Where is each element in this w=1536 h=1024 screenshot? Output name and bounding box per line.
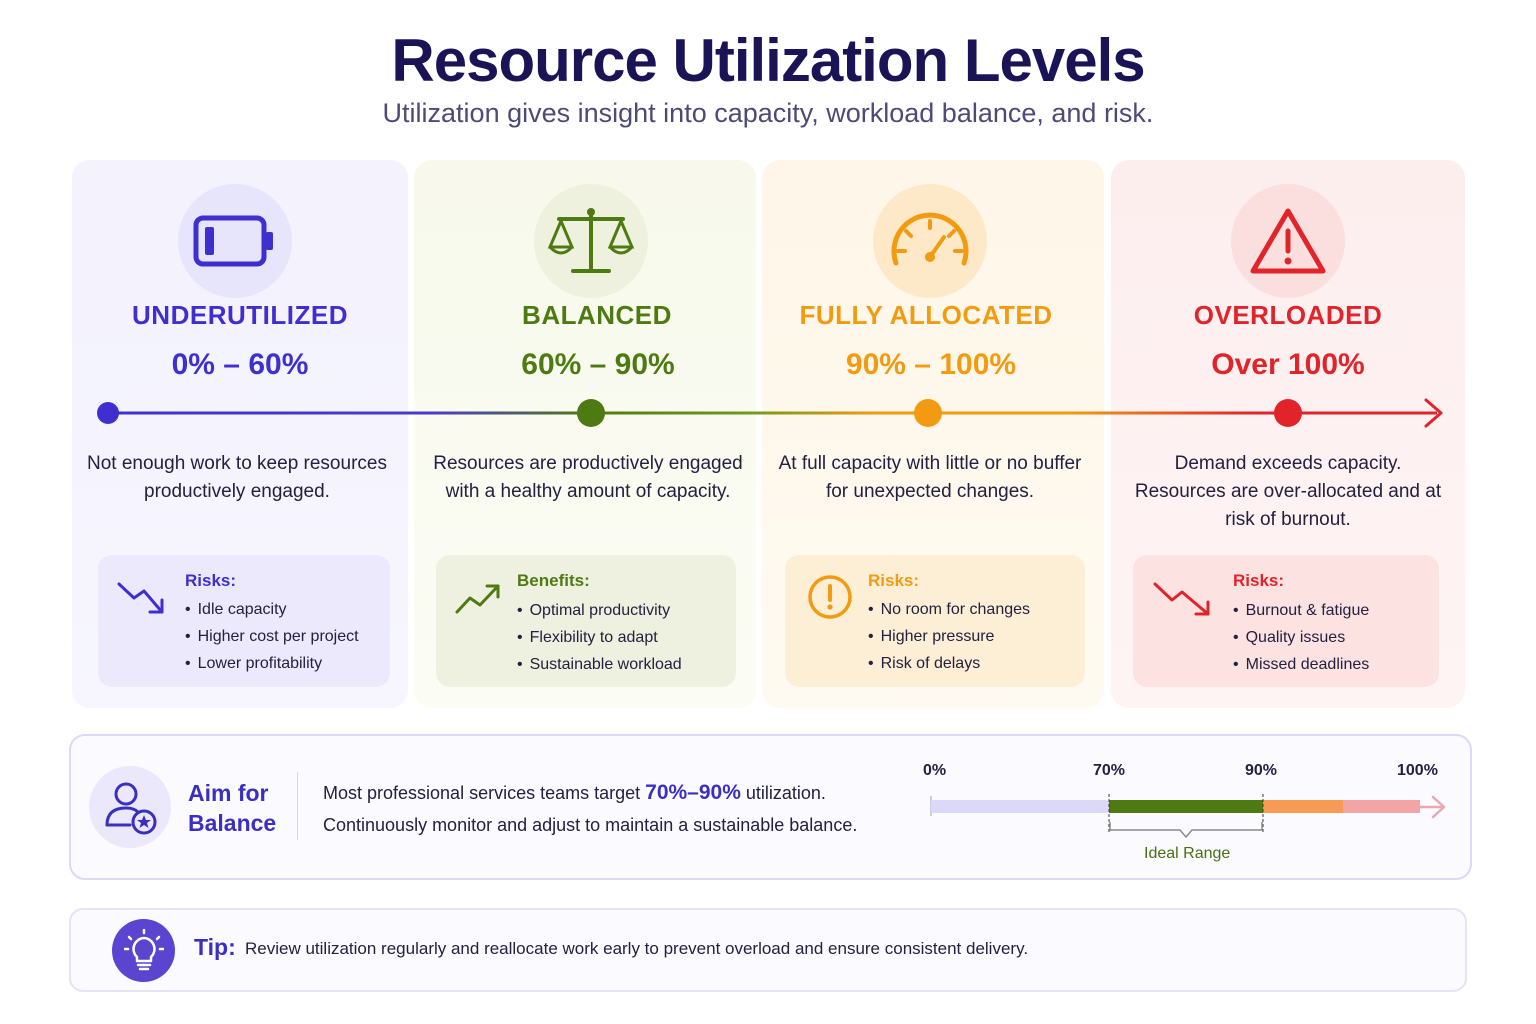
tip-text: Review utilization regularly and realloc…: [245, 939, 1029, 958]
page-subtitle: Utilization gives insight into capacity,…: [382, 98, 1154, 128]
range-segment-ideal: [1109, 800, 1263, 813]
level-range: 0% – 60%: [171, 348, 309, 381]
user-star-icon: [89, 766, 171, 848]
benefit-list: Optimal productivity Flexibility to adap…: [517, 597, 682, 678]
aim-text-line1: Most professional services teams target …: [323, 777, 857, 809]
tip-card: [69, 908, 1467, 992]
level-range: 60% – 90%: [521, 348, 675, 381]
list-item: Burnout & fatigue: [1233, 597, 1370, 624]
trending-up-icon: [454, 578, 504, 623]
range-arrowhead: [1431, 795, 1446, 819]
lightbulb-icon: [112, 919, 175, 982]
list-item: Flexibility to adapt: [517, 624, 682, 651]
list-item: Optimal productivity: [517, 597, 682, 624]
level-description: Demand exceeds capacity. Resources are o…: [1134, 453, 1442, 530]
aim-text-suffix: utilization.: [740, 783, 826, 803]
risk-list: Burnout & fatigue Quality issues Missed …: [1233, 597, 1370, 678]
list-item: Higher cost per project: [185, 623, 359, 650]
box-title: Benefits:: [517, 571, 590, 590]
list-item: Idle capacity: [185, 596, 359, 623]
aim-label-line1: Aim for: [188, 780, 269, 806]
level-description: Not enough work to keep resources produc…: [87, 453, 387, 502]
ideal-range-brace: [1109, 822, 1263, 839]
level-heading: FULLY ALLOCATED: [799, 300, 1053, 330]
ideal-range-label: Ideal Range: [1144, 845, 1231, 862]
aim-text-prefix: Most professional services teams target: [323, 783, 646, 803]
aim-description: Most professional services teams target …: [323, 777, 857, 841]
level-heading: OVERLOADED: [1193, 300, 1383, 330]
box-title: Risks:: [1233, 571, 1285, 590]
battery-low-icon: [178, 184, 292, 298]
scale-label-0: 0%: [923, 762, 947, 779]
risk-list: Idle capacity Higher cost per project Lo…: [185, 596, 359, 677]
level-description: Resources are productively engaged with …: [433, 453, 743, 502]
alert-circle-icon: [806, 573, 854, 626]
level-description: At full capacity with little or no buffe…: [778, 453, 1082, 502]
level-range: Over 100%: [1211, 348, 1365, 381]
trending-down-icon: [1152, 578, 1216, 625]
scale-label-90: 90%: [1245, 762, 1278, 779]
level-range: 90% – 100%: [845, 348, 1017, 381]
box-title: Risks:: [868, 571, 920, 590]
list-item: Missed deadlines: [1233, 651, 1370, 678]
aim-label-line2: Balance: [188, 810, 277, 836]
list-item: Quality issues: [1233, 624, 1369, 651]
aim-label: Aim for Balance: [188, 778, 276, 838]
scale-icon: [534, 184, 648, 298]
scale-label-70: 70%: [1093, 762, 1126, 779]
list-item: Lower profitability: [185, 650, 359, 677]
list-item: Sustainable workload: [517, 651, 682, 678]
level-heading: BALANCED: [522, 300, 672, 330]
level-heading: UNDERUTILIZED: [132, 300, 348, 330]
risk-list: No room for changes Higher pressure Risk…: [868, 596, 1030, 677]
range-segment-full: [1263, 800, 1343, 813]
scale-label-100: 100%: [1397, 762, 1438, 779]
range-segment-under: [931, 800, 1109, 813]
aim-text-line2: Continuously monitor and adjust to maint…: [323, 815, 858, 835]
page-title: Resource Utilization Levels: [391, 27, 1145, 94]
gauge-icon: [873, 184, 987, 298]
divider: [297, 772, 298, 840]
list-item: Higher pressure: [868, 623, 1030, 650]
list-item: Risk of delays: [868, 650, 1030, 677]
trending-down-icon: [116, 578, 168, 623]
aim-text-highlight: 70%–90%: [645, 781, 741, 804]
list-item: No room for changes: [868, 596, 1030, 623]
range-segment-over: [1343, 800, 1420, 813]
box-title: Risks:: [185, 571, 237, 590]
warning-triangle-icon: [1231, 184, 1345, 298]
tip-label: Tip:: [194, 934, 236, 960]
